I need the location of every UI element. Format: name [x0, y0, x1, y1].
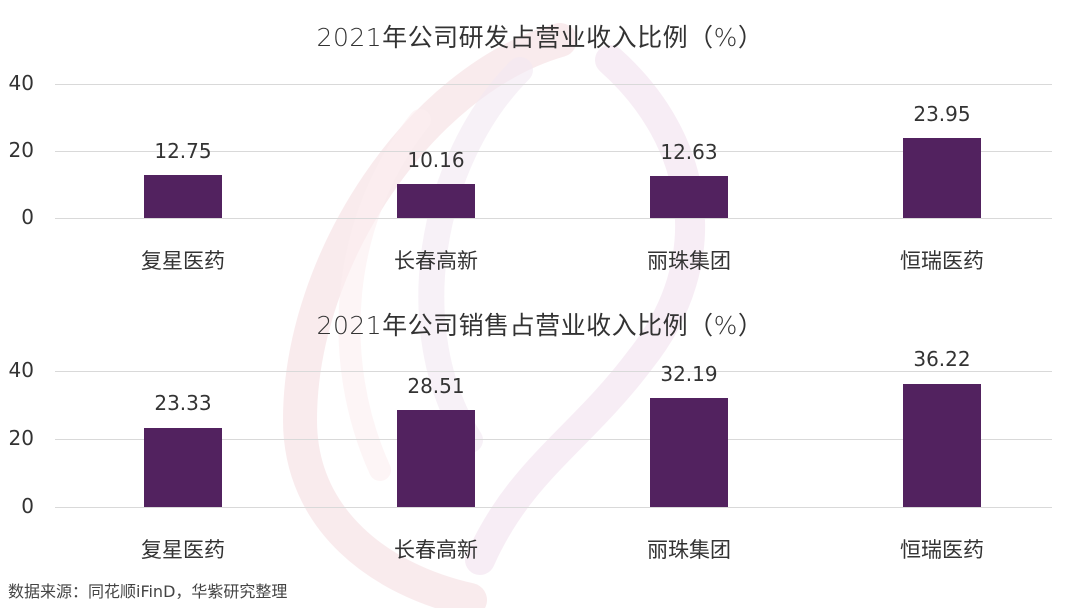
y-tick-label: 40 [8, 358, 34, 382]
y-tick-label: 20 [8, 426, 34, 450]
bar-hengrui [903, 384, 981, 507]
gridline-20 [55, 439, 1052, 440]
gridline-20 [55, 151, 1052, 152]
data-label: 23.95 [913, 102, 971, 126]
data-label: 36.22 [913, 347, 971, 371]
bar-changchun [397, 184, 475, 218]
bar-changchun [397, 410, 475, 507]
data-label: 32.19 [660, 362, 718, 386]
data-label: 10.16 [407, 148, 465, 172]
data-label: 23.33 [154, 391, 212, 415]
bar-livzon [650, 176, 728, 218]
gridline-0 [55, 218, 1052, 219]
y-tick-label: 20 [8, 138, 34, 162]
x-axis-label: 丽珠集团 [647, 249, 731, 273]
data-label: 28.51 [407, 374, 465, 398]
bar-fosun [144, 428, 222, 507]
x-axis-label: 复星医药 [141, 538, 225, 562]
chart-title: 2021年公司销售占营业收入比例（%） [316, 311, 764, 340]
data-label: 12.75 [154, 139, 212, 163]
chart-title: 2021年公司研发占营业收入比例（%） [316, 23, 764, 52]
x-axis-label: 恒瑞医药 [900, 538, 984, 562]
gridline-0 [55, 507, 1052, 508]
data-source-note: 数据来源：同花顺iFinD，华紫研究整理 [8, 582, 288, 601]
x-axis-label: 复星医药 [141, 249, 225, 273]
bar-fosun [144, 175, 222, 218]
bar-livzon [650, 398, 728, 507]
x-axis-label: 恒瑞医药 [900, 249, 984, 273]
y-tick-label: 0 [21, 205, 34, 229]
rd-ratio-chart: 2021年公司研发占营业收入比例（%） 40 20 0 12.75 10.16 … [0, 0, 1080, 290]
x-axis-label: 长春高新 [394, 538, 478, 562]
bar-hengrui [903, 138, 981, 218]
gridline-40 [55, 371, 1052, 372]
x-axis-label: 丽珠集团 [647, 538, 731, 562]
data-label: 12.63 [660, 140, 718, 164]
gridline-40 [55, 84, 1052, 85]
x-axis-label: 长春高新 [394, 249, 478, 273]
y-tick-label: 0 [21, 494, 34, 518]
y-tick-label: 40 [8, 71, 34, 95]
